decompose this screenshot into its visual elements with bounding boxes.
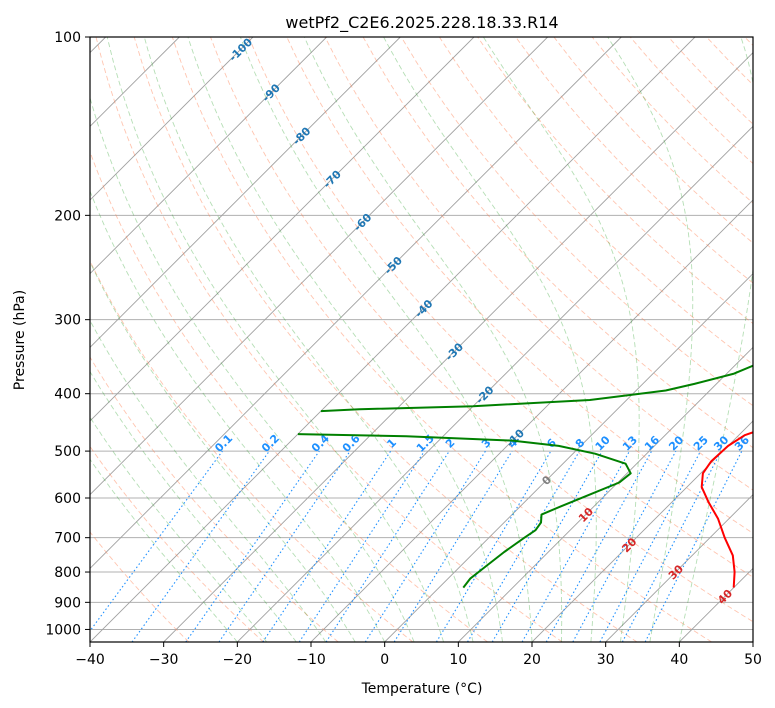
moist-adiabat-line: [607, 37, 694, 642]
dry-adiabat-line: [133, 37, 638, 642]
moist-adiabat-line: [90, 370, 297, 642]
plot-frame: [89, 36, 754, 643]
y-tick-label: 500: [54, 444, 81, 460]
x-tick-label: 0: [380, 652, 389, 668]
y-tick-label: 600: [54, 491, 81, 507]
x-tick-label: −40: [75, 652, 105, 668]
x-tick-label: 30: [597, 652, 615, 668]
x-tick-label: −30: [149, 652, 179, 668]
y-tick-label: 800: [54, 565, 81, 581]
moist-adiabat-line: [383, 37, 597, 642]
dry-adiabat-line: [400, 37, 753, 407]
isotherm-line: [531, 420, 753, 642]
dry-adiabat-line: [248, 37, 753, 578]
isotherm-line: [90, 37, 475, 422]
mixing-ratio-line: [467, 450, 580, 642]
x-axis: −40 −30 −20 −10 0 10 20 30 40 50: [75, 642, 762, 668]
x-tick-label: −20: [223, 652, 253, 668]
mixing-ratio-line: [218, 450, 351, 642]
sounding-profiles: [297, 364, 753, 589]
mixing-ratio-line: [325, 450, 450, 642]
y-axis: 100 200 300 400 500 600 700 800 900 1000: [45, 30, 90, 638]
dry-adiabat-line: [90, 356, 339, 642]
skew-t-background-lines: [90, 37, 753, 642]
mixing-ratio-line: [572, 450, 677, 642]
isotherm-line: [90, 37, 254, 201]
dry-adiabat-line: [95, 37, 563, 642]
x-tick-label: 40: [670, 652, 688, 668]
isotherm-line: [90, 37, 622, 569]
mixing-ratio-line: [545, 450, 653, 642]
isotherm-line: [90, 37, 327, 275]
isotherm-line: [90, 37, 401, 348]
y-tick-label: 700: [54, 531, 81, 547]
dry-adiabat-line: [90, 259, 414, 642]
dry-adiabat-line: [439, 37, 753, 365]
dry-adiabat-line: [515, 37, 753, 284]
x-tick-label: −10: [296, 652, 326, 668]
isotherm-line: [310, 199, 753, 642]
x-tick-label: 50: [744, 652, 762, 668]
dry-adiabat-line: [324, 37, 753, 491]
moist-adiabat-line: [239, 37, 533, 642]
dry-adiabat-line: [171, 37, 712, 642]
isotherm-line: [163, 52, 753, 642]
temperature-profile-line: [700, 431, 753, 588]
mixing-ratio-line: [435, 450, 552, 642]
moist-adiabat-line: [483, 37, 640, 642]
x-axis-label: Temperature (°C): [361, 681, 483, 697]
dry-adiabat-line: [90, 150, 488, 642]
y-axis-label: Pressure (hPa): [12, 290, 28, 390]
moist-adiabat-line: [90, 458, 238, 642]
moist-adiabat-line: [90, 416, 268, 642]
y-tick-label: 400: [54, 387, 81, 403]
mixing-ratio-line: [491, 450, 603, 642]
moist-adiabat-line: [90, 96, 415, 642]
mixing-ratio-line: [393, 450, 513, 642]
moist-adiabat-line: [90, 260, 356, 642]
chart-title: wetPf2_C2E6.2025.228.18.33.R14: [285, 13, 558, 33]
dry-adiabat-line: [90, 445, 264, 642]
mixing-ratio-line: [521, 450, 630, 642]
dewpoint-profile-line: [320, 364, 753, 413]
moist-adiabat-line: [90, 319, 327, 642]
y-tick-label: 900: [54, 595, 81, 611]
y-tick-label: 300: [54, 313, 81, 329]
dewpoint-profile-line: [297, 433, 632, 589]
y-tick-label: 200: [54, 208, 81, 224]
dry-adiabat-line: [90, 531, 190, 642]
isotherm-line: [237, 125, 753, 642]
x-tick-label: 20: [523, 652, 541, 668]
moist-adiabat-line: [303, 37, 563, 642]
isotherm-line: [605, 494, 753, 642]
moist-adiabat-line: [106, 37, 445, 642]
isotherm-line: [384, 273, 753, 642]
mixing-ratio-line: [185, 450, 320, 642]
isotherm-line: [90, 37, 696, 642]
dry-adiabat-line: [210, 37, 753, 623]
moist-adiabat-line: [187, 37, 503, 642]
y-tick-label: 100: [54, 30, 81, 46]
mixing-ratio-line: [364, 450, 486, 642]
y-tick-label: 1000: [45, 622, 81, 638]
isotherm-line: [90, 37, 548, 496]
moist-adiabat-line: [90, 190, 386, 642]
x-tick-label: 10: [449, 652, 467, 668]
moist-adiabat-line: [678, 37, 753, 642]
isotherm-line: [458, 346, 753, 642]
